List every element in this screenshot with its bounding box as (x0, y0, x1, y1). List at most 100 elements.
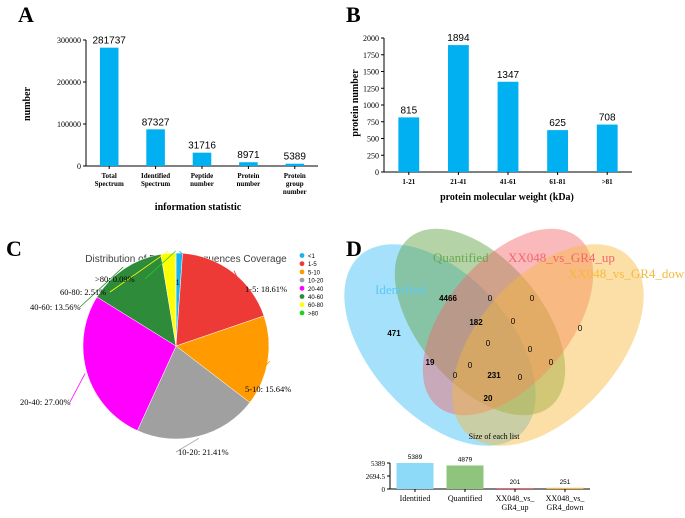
chart-c-legend-swatch (299, 277, 305, 283)
venn-count-id-quant-down: 231 (487, 371, 501, 380)
venn-count-quant-up-down: 0 (518, 373, 523, 382)
venn-count-id-quant-up: 182 (469, 318, 483, 327)
chart-b-category-label: 1-21 (402, 178, 415, 186)
chart-c-legend-swatch (299, 261, 305, 267)
venn-count-id-up-down: 0 (453, 371, 458, 380)
venn-bar-category-label: Quantified (448, 494, 482, 503)
venn-count-up-down: 0 (528, 345, 533, 354)
chart-a-data-label: 281737 (93, 36, 127, 47)
venn-ellipse-up (422, 228, 594, 416)
venn-bar-data-label: 251 (560, 479, 571, 486)
chart-b-data-label: 1894 (447, 33, 470, 44)
panel-label-a: A (18, 2, 34, 27)
panel-label-d: D (346, 236, 362, 261)
chart-a-data-label: 31716 (188, 141, 216, 152)
venn-count-id-down: 20 (484, 394, 493, 403)
chart-b-bar (547, 130, 569, 172)
venn-bar-bar (496, 488, 534, 489)
chart-c-legend-label: 1-5 (308, 262, 317, 268)
chart-a-category-label: group (286, 180, 304, 188)
venn-ellipse-down (452, 244, 644, 446)
chart-b-category-label: 61-81 (549, 178, 566, 186)
venn-bar-category-label: GR4_down (547, 503, 584, 512)
venn-count-quant-up: 0 (511, 317, 516, 326)
chart-a-category-label: number (237, 180, 261, 188)
chart-c-leader-line (233, 270, 244, 290)
chart-b-ytick-label: 1000 (363, 101, 379, 110)
chart-a-bar (146, 129, 165, 166)
chart-a-bar (192, 152, 212, 166)
chart-c-legend-label: 60-80 (308, 303, 324, 309)
venn-set-label-4: XX048_vs_GR4_down (568, 266, 685, 281)
chart-a-category-label: Total (102, 172, 117, 180)
chart-c-legend-label: 20-40 (308, 287, 324, 293)
chart-c: Distribution of Protein's Sequences Cove… (20, 250, 324, 457)
venn-set-label-3: XX048_vs_GR4_up (508, 250, 615, 265)
venn-set-label-2: Quantified (433, 250, 489, 265)
chart-a-category-label: number (283, 188, 307, 196)
venn-bar-category-label: XX048_vs_ (546, 494, 586, 503)
chart-c-slice-label: >80: 0.09% (95, 274, 135, 284)
chart-a-category-label: Protein (284, 172, 306, 180)
chart-a-bar (239, 162, 258, 166)
chart-a-category-label: Peptide (191, 172, 214, 180)
venn-subtitle: Size of each list (469, 432, 521, 441)
chart-b-ytick-label: 2000 (363, 34, 379, 43)
chart-d: Identified Quantified XX048_vs_GR4_up XX… (344, 228, 685, 512)
chart-b-bar (596, 124, 618, 172)
chart-b-bar (497, 81, 519, 172)
chart-a: number information statistic 0 100000 2000… (22, 36, 318, 213)
chart-a-category-label: Spectrum (141, 180, 170, 188)
chart-c-legend-label: 40-60 (308, 295, 324, 301)
venn-bar-ytick-label: 2694.5 (366, 473, 386, 481)
venn-bar-category-label: GR4_up (501, 503, 528, 512)
chart-a-ytick-label: 200000 (57, 78, 81, 87)
venn-bar-data-label: 5389 (408, 454, 423, 461)
chart-c-legend-swatch (299, 269, 305, 275)
chart-c-legend-label: 10-20 (308, 279, 324, 285)
chart-a-data-label: 5389 (284, 152, 307, 163)
chart-c-leader-line (79, 266, 124, 308)
venn-ellipse-quantified (394, 228, 566, 416)
chart-c-slice (96, 253, 177, 347)
venn-count-identified-only: 471 (387, 329, 401, 338)
chart-a-ytick-label: 100000 (57, 120, 81, 129)
chart-b-ylabel: protein number (350, 69, 361, 137)
chart-b-ytick-label: 1750 (363, 51, 379, 60)
chart-b-data-label: 1347 (497, 70, 520, 81)
venn-count-quant-down: 0 (549, 358, 554, 367)
chart-c-slice-label: 1-5: 18.61% (245, 284, 287, 294)
venn-bar-ytick-label: 0 (382, 486, 386, 494)
chart-c-legend-label: <1 (308, 254, 316, 260)
venn-count-quant-only: 0 (488, 294, 493, 303)
chart-c-slice-label: 20-40: 27.00% (20, 397, 71, 407)
chart-b-ytick-label: 0 (375, 168, 379, 177)
chart-c-slice-label: 60-80: 2.51% (60, 287, 106, 297)
venn-count-id-quant: 4466 (439, 294, 457, 303)
venn-count-id-up: 19 (426, 358, 435, 367)
chart-a-xlabel: information statistic (155, 202, 242, 213)
chart-c-slice-label: <1: 1.13% (162, 277, 198, 287)
chart-c-slice-label: 40-60: 13.56% (30, 302, 81, 312)
venn-labels: Identified Quantified XX048_vs_GR4_up XX… (375, 250, 685, 403)
chart-a-ylabel: number (22, 87, 33, 121)
venn-set-label-1: Identified (375, 282, 426, 297)
venn-bar-data-label: 4879 (458, 456, 473, 463)
chart-c-legend-swatch (299, 310, 305, 316)
chart-c-slice (82, 296, 177, 431)
chart-c-slice (175, 252, 177, 347)
venn-bar-data-label: 201 (510, 479, 521, 486)
chart-c-legend-swatch (299, 302, 305, 308)
venn-bar-bar (396, 463, 434, 489)
panel-label-c: C (6, 236, 22, 261)
chart-a-data-label: 87327 (142, 117, 170, 128)
venn-bar-bar (446, 465, 484, 489)
chart-b-ytick-label: 250 (367, 151, 379, 160)
chart-c-leader-line (69, 373, 86, 403)
chart-b-ytick-label: 750 (367, 118, 379, 127)
venn-shapes (344, 228, 644, 446)
venn-count-up-only: 0 (530, 294, 535, 303)
chart-c-leader-line (144, 250, 177, 280)
chart-a-data-label: 8971 (237, 150, 260, 161)
